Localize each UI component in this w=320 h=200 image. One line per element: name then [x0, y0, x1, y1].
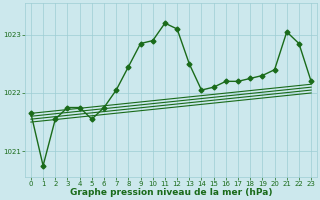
X-axis label: Graphe pression niveau de la mer (hPa): Graphe pression niveau de la mer (hPa) — [70, 188, 272, 197]
